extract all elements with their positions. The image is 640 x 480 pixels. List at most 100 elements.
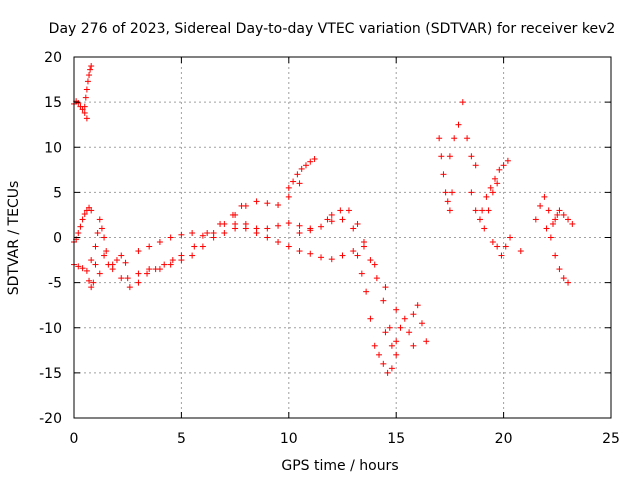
data-point bbox=[84, 78, 91, 85]
data-point bbox=[156, 266, 163, 273]
series-arc-f bbox=[92, 216, 110, 255]
y-tick-label: 20 bbox=[44, 50, 62, 66]
tick-marks bbox=[73, 56, 612, 419]
data-point bbox=[324, 216, 331, 223]
data-point bbox=[472, 207, 479, 214]
data-point bbox=[418, 320, 425, 327]
data-point bbox=[92, 243, 99, 250]
data-point bbox=[311, 155, 318, 162]
data-point bbox=[328, 256, 335, 263]
series-arc-n bbox=[354, 252, 400, 376]
data-point bbox=[384, 369, 391, 376]
series-arc-s bbox=[468, 180, 501, 232]
data-point bbox=[103, 248, 110, 255]
data-point bbox=[75, 100, 82, 107]
data-point bbox=[494, 243, 501, 250]
data-points bbox=[71, 63, 576, 376]
data-point bbox=[367, 257, 374, 264]
data-point bbox=[569, 220, 576, 227]
data-point bbox=[541, 193, 548, 200]
data-point bbox=[345, 207, 352, 214]
y-tick-labels: -20 -15 -10 -5 0 5 10 15 20 bbox=[39, 50, 62, 427]
data-point bbox=[565, 279, 572, 286]
series-arc-v bbox=[532, 193, 561, 227]
data-point bbox=[485, 207, 492, 214]
data-point bbox=[90, 279, 97, 286]
data-point bbox=[401, 315, 408, 322]
data-point bbox=[393, 351, 400, 358]
data-point bbox=[507, 234, 514, 241]
data-point bbox=[436, 135, 443, 142]
series-arc-p bbox=[410, 302, 430, 345]
y-tick-label: -20 bbox=[39, 411, 62, 427]
data-point bbox=[86, 72, 93, 79]
data-point bbox=[122, 259, 129, 266]
data-point bbox=[556, 266, 563, 273]
data-point bbox=[476, 216, 483, 223]
data-point bbox=[449, 189, 456, 196]
data-point bbox=[296, 222, 303, 229]
data-point bbox=[472, 162, 479, 169]
data-point bbox=[464, 135, 471, 142]
data-point bbox=[393, 338, 400, 345]
data-point bbox=[242, 225, 249, 232]
data-point bbox=[444, 198, 451, 205]
data-point bbox=[339, 216, 346, 223]
data-point bbox=[294, 171, 301, 178]
data-point bbox=[498, 252, 505, 259]
series-arc-t bbox=[479, 157, 511, 214]
data-point bbox=[135, 270, 142, 277]
data-point bbox=[298, 165, 305, 172]
y-tick-label: -5 bbox=[48, 276, 62, 292]
data-point bbox=[371, 261, 378, 268]
data-point bbox=[81, 103, 88, 110]
data-point bbox=[101, 234, 108, 241]
data-point bbox=[88, 284, 95, 291]
data-point bbox=[178, 257, 185, 264]
series-arc-l bbox=[296, 216, 400, 313]
data-point bbox=[83, 86, 90, 93]
data-point bbox=[481, 225, 488, 232]
data-point bbox=[189, 252, 196, 259]
data-point bbox=[77, 223, 84, 230]
series-arc-x bbox=[552, 207, 576, 227]
data-point bbox=[167, 261, 174, 268]
data-point bbox=[504, 157, 511, 164]
data-point bbox=[393, 306, 400, 313]
series-arc-j bbox=[124, 220, 314, 282]
data-point bbox=[492, 175, 499, 182]
data-point bbox=[79, 265, 86, 272]
data-point bbox=[318, 254, 325, 261]
data-point bbox=[339, 252, 346, 259]
data-point bbox=[550, 220, 557, 227]
data-point bbox=[560, 211, 567, 218]
data-point bbox=[543, 225, 550, 232]
data-point bbox=[328, 211, 335, 218]
data-point bbox=[397, 324, 404, 331]
data-point bbox=[167, 234, 174, 241]
data-point bbox=[318, 223, 325, 230]
data-point bbox=[552, 252, 559, 259]
data-point bbox=[135, 248, 142, 255]
data-point bbox=[354, 252, 361, 259]
data-point bbox=[178, 231, 185, 238]
data-point bbox=[86, 277, 93, 284]
y-tick-label: 10 bbox=[44, 140, 62, 156]
data-point bbox=[146, 266, 153, 273]
data-point bbox=[296, 229, 303, 236]
data-point bbox=[382, 284, 389, 291]
data-point bbox=[285, 243, 292, 250]
data-point bbox=[253, 198, 260, 205]
data-point bbox=[410, 342, 417, 349]
chart-title: Day 276 of 2023, Sidereal Day-to-day VTE… bbox=[49, 21, 616, 37]
data-point bbox=[88, 63, 95, 70]
data-point bbox=[94, 229, 101, 236]
data-point bbox=[285, 220, 292, 227]
series-arc-k bbox=[232, 220, 357, 263]
data-point bbox=[532, 216, 539, 223]
data-point bbox=[350, 225, 357, 232]
data-point bbox=[337, 207, 344, 214]
data-point bbox=[221, 229, 228, 236]
data-point bbox=[358, 270, 365, 277]
